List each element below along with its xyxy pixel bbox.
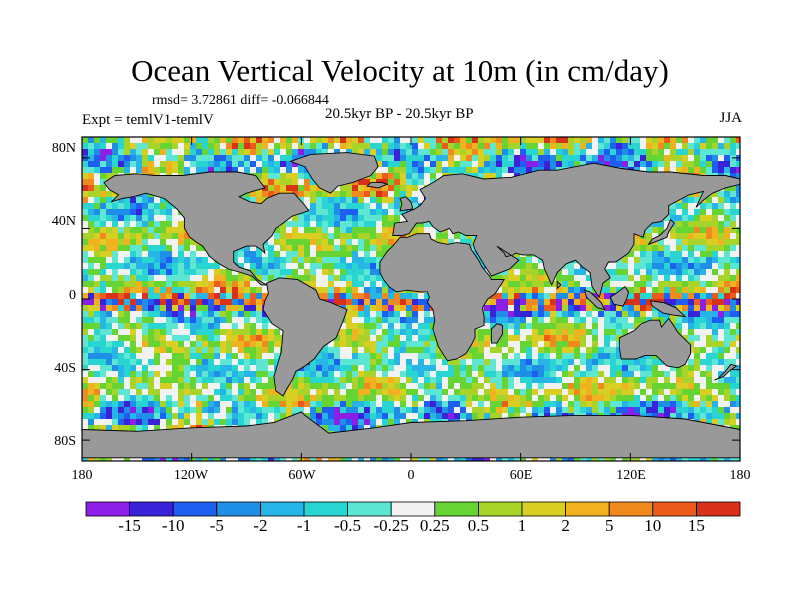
colorbar-swatch [696, 501, 741, 517]
colorbar-swatch [129, 501, 174, 517]
lat-label-0: 0 [69, 288, 76, 303]
lon-label-120e: 120E [616, 468, 646, 483]
colorbar-label: 1 [517, 516, 527, 535]
colorbar-label: -10 [161, 516, 185, 535]
new-zealand-land [714, 363, 738, 381]
sumatra-land [583, 289, 606, 311]
colorbar-label: 0.25 [419, 516, 450, 535]
madagascar-land [490, 323, 503, 344]
lat-label-40n: 40N [51, 214, 76, 229]
lon-label-180e: 180 [729, 468, 751, 483]
land-masses [82, 152, 740, 459]
lat-label-80s: 80S [54, 434, 76, 449]
stats-line: rmsd= 3.72861 diff= -0.066844 [152, 93, 329, 108]
experiment-line: Expt = temlV1-temlV [82, 112, 214, 128]
antarctica-land [82, 411, 740, 459]
iceland-land [366, 182, 389, 189]
sri-lanka-land [556, 280, 562, 290]
colorbar-swatch [477, 501, 523, 517]
africa-land [379, 233, 506, 362]
lon-label-60e: 60E [509, 468, 533, 483]
colorbar-swatch [172, 501, 218, 517]
colorbar-label: -0.5 [334, 516, 362, 535]
colorbar-swatch [434, 501, 479, 517]
colorbar-label: 15 [687, 516, 705, 535]
colorbar-swatch [347, 501, 392, 517]
colorbar-swatch [85, 501, 130, 517]
borneo-land [609, 286, 629, 307]
colorbar-swatch [608, 501, 654, 517]
australia-land [618, 317, 692, 369]
british-isles-land [399, 196, 414, 212]
new-guinea-land [649, 300, 687, 318]
lat-label-40s: 40S [54, 361, 76, 376]
colorbar-swatch [216, 501, 261, 517]
lon-label-180w: 180 [71, 468, 93, 483]
colorbar-label: -0.25 [373, 516, 409, 535]
season-label: JJA [719, 110, 742, 126]
period-line: 20.5kyr BP - 20.5kyr BP [325, 106, 474, 122]
colorbar-swatch [521, 501, 566, 517]
colorbar-label: -5 [209, 516, 224, 535]
eurasia-land [392, 162, 740, 299]
colorbar-label: -2 [253, 516, 268, 535]
north-america-land [103, 171, 310, 286]
colorbar-label: 5 [604, 516, 614, 535]
colorbar-swatch [390, 501, 436, 517]
south-america-land [262, 277, 348, 397]
lon-label-0: 0 [407, 468, 415, 483]
colorbar-swatch [652, 501, 697, 517]
lon-label-60w: 60W [288, 468, 316, 483]
colorbar-swatch [259, 501, 305, 517]
colorbar-label: 2 [561, 516, 570, 535]
axis-ticks [81, 137, 741, 461]
japan-land [647, 218, 675, 246]
colorbar-label: -1 [296, 516, 312, 535]
colorbar-label: 0.5 [467, 516, 490, 535]
colorbar-swatch [565, 501, 610, 517]
colorbar [85, 501, 741, 517]
colorbar-swatch [303, 501, 348, 517]
colorbar-label: 10 [644, 516, 662, 535]
colorbar-label: -15 [118, 516, 141, 535]
lat-label-80n: 80N [51, 141, 76, 156]
greenland-land [289, 152, 379, 194]
lon-label-120w: 120W [173, 468, 209, 483]
chart-title: Ocean Vertical Velocity at 10m (in cm/da… [131, 53, 669, 88]
